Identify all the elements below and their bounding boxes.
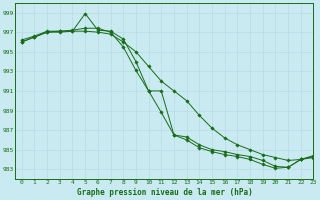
X-axis label: Graphe pression niveau de la mer (hPa): Graphe pression niveau de la mer (hPa) [76, 188, 252, 197]
